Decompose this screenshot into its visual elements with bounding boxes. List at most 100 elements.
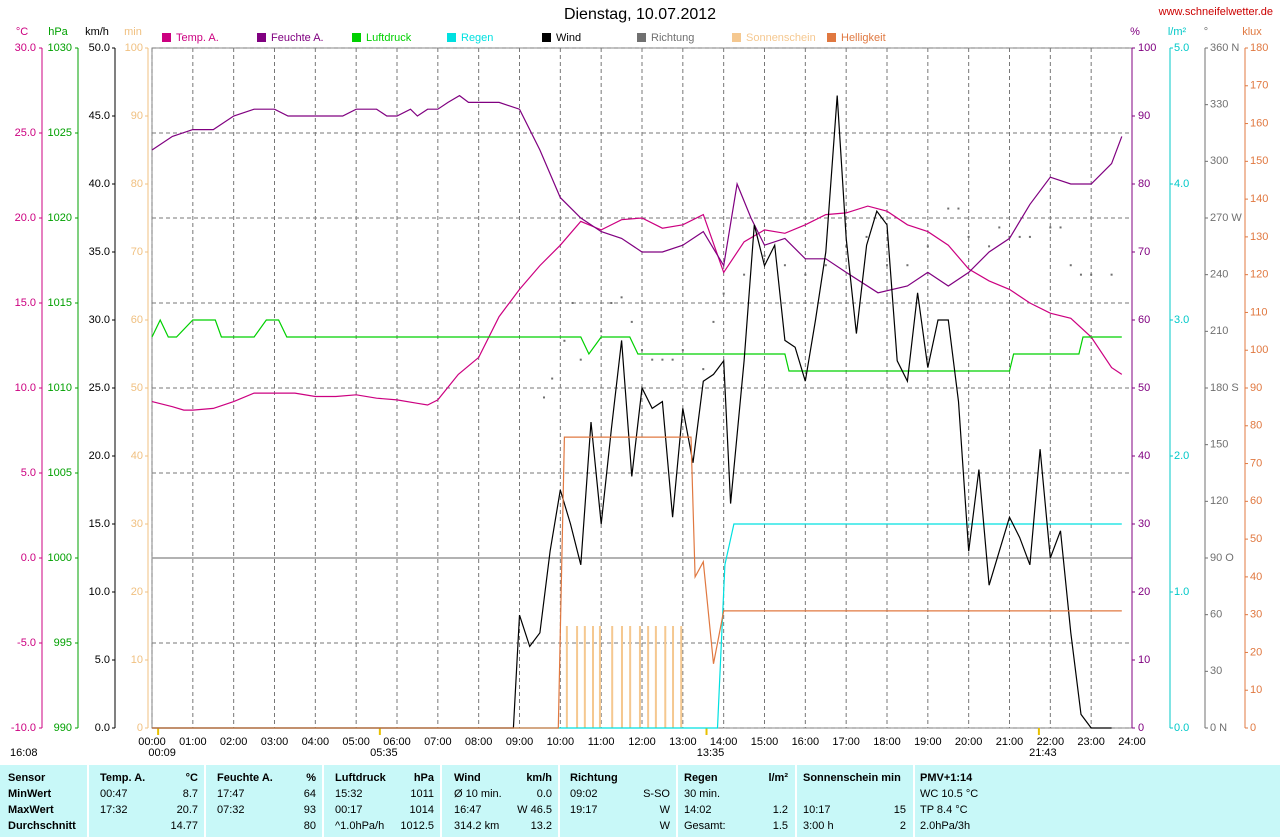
direction-dot xyxy=(1049,226,1052,229)
direction-dot xyxy=(1018,235,1021,238)
table-cell: 00:47 xyxy=(100,788,128,800)
y-tick-label: 360 N xyxy=(1210,42,1239,54)
table-cell: 0.0 xyxy=(537,788,552,800)
y-tick-label: 140 xyxy=(1250,193,1268,205)
y-tick-label: 0 xyxy=(1250,722,1256,734)
y-tick-label: 210 xyxy=(1210,325,1228,337)
y-tick-label: 1020 xyxy=(48,212,72,224)
y-tick-label: 160 xyxy=(1250,117,1268,129)
table-cell: Gesamt: xyxy=(684,820,726,832)
y-tick-label: -10.0 xyxy=(11,722,36,734)
legend-label: Luftdruck xyxy=(366,32,412,44)
y-tick-label: 60 xyxy=(1210,609,1222,621)
legend-label: Wind xyxy=(556,32,581,44)
direction-dot xyxy=(1069,264,1072,267)
y-tick-label: 40 xyxy=(1250,571,1262,583)
table-cell: MinWert xyxy=(8,788,52,800)
y-tick-label: 150 xyxy=(1250,155,1268,167)
table-header: Temp. A. xyxy=(100,772,145,784)
direction-dot xyxy=(1090,273,1093,276)
direction-dot xyxy=(947,207,950,210)
y-tick-label: 1030 xyxy=(48,42,72,54)
table-header: km/h xyxy=(526,772,552,784)
y-tick-label: 300 xyxy=(1210,155,1228,167)
direction-dot xyxy=(783,264,786,267)
y-tick-label: 90 xyxy=(1250,382,1262,394)
table-cell: 07:32 xyxy=(217,804,245,816)
y-axis-unit: % xyxy=(1130,26,1140,38)
x-tick-label: 17:00 xyxy=(832,736,860,748)
sunshine-bar xyxy=(664,626,667,728)
direction-dot xyxy=(1079,273,1082,276)
y-tick-label: 25.0 xyxy=(15,127,36,139)
sunshine-bar xyxy=(611,626,614,728)
x-tick-label: 24:00 xyxy=(1118,736,1146,748)
x-tick-label: 02:00 xyxy=(220,736,248,748)
table-cell: 2 xyxy=(900,820,906,832)
table-header: Luftdruck xyxy=(335,772,387,784)
direction-dot xyxy=(906,264,909,267)
table-cell: 15 xyxy=(894,804,906,816)
x-tick-label: 12:00 xyxy=(628,736,656,748)
x-tick-label: 05:00 xyxy=(342,736,370,748)
y-tick-label: 90 O xyxy=(1210,552,1234,564)
y-tick-label: 80 xyxy=(1138,178,1150,190)
legend-swatch xyxy=(827,33,836,42)
y-tick-label: 120 xyxy=(1210,495,1228,507)
sunshine-bar xyxy=(654,626,657,728)
y-axis-unit: km/h xyxy=(85,26,109,38)
y-tick-label: 270 W xyxy=(1210,212,1242,224)
y-tick-label: 50 xyxy=(1138,382,1150,394)
table-cell: 15:32 xyxy=(335,788,363,800)
table-cell: 1.2 xyxy=(773,804,788,816)
y-tick-label: 40 xyxy=(131,450,143,462)
sunshine-bar xyxy=(598,626,601,728)
y-tick-label: 110 xyxy=(1250,306,1268,318)
y-tick-label: 80 xyxy=(131,178,143,190)
x-tick-label: 08:00 xyxy=(465,736,493,748)
legend-label: Helligkeit xyxy=(841,32,886,44)
x-tick-label: 15:00 xyxy=(751,736,779,748)
direction-dot xyxy=(712,320,715,323)
y-tick-label: 995 xyxy=(54,637,72,649)
legend-swatch xyxy=(732,33,741,42)
x-tick-label: 20:00 xyxy=(955,736,983,748)
y-tick-label: 100 xyxy=(1138,42,1156,54)
table-header: Richtung xyxy=(570,772,618,784)
table-cell: S-SO xyxy=(643,788,670,800)
x-tick-label: 22:00 xyxy=(1037,736,1065,748)
direction-dot xyxy=(1110,273,1113,276)
y-tick-label: 10.0 xyxy=(15,382,36,394)
direction-dot xyxy=(926,245,929,248)
y-tick-label: 240 xyxy=(1210,269,1228,281)
legend-swatch xyxy=(447,33,456,42)
y-tick-label: 10 xyxy=(1250,684,1262,696)
table-header: PMV+1:14 xyxy=(920,772,973,784)
table-cell: 19:17 xyxy=(570,804,598,816)
y-axis-unit: hPa xyxy=(48,26,68,38)
x-tick-label: 14:00 xyxy=(710,736,738,748)
table-cell: 10:17 xyxy=(803,804,831,816)
direction-dot xyxy=(681,349,684,352)
table-cell: MaxWert xyxy=(8,804,54,816)
table-header: Wind xyxy=(454,772,481,784)
x-tick-label: 21:00 xyxy=(996,736,1024,748)
direction-dot xyxy=(865,235,868,238)
x-tick-label: 07:00 xyxy=(424,736,452,748)
x-tick-label: 00:00 xyxy=(138,736,166,748)
sunshine-bar xyxy=(565,626,568,728)
y-tick-label: 20.0 xyxy=(15,212,36,224)
direction-dot xyxy=(571,302,574,304)
y-tick-label: 80 xyxy=(1250,420,1262,432)
direction-dot xyxy=(998,226,1001,229)
sunshine-bar xyxy=(576,626,579,728)
y-axis-unit: klux xyxy=(1242,26,1262,38)
sunshine-bar xyxy=(583,626,586,728)
y-tick-label: 40.0 xyxy=(89,178,110,190)
y-tick-label: 5.0 xyxy=(95,654,110,666)
direction-dot xyxy=(641,349,643,352)
y-tick-label: 30 xyxy=(131,518,143,530)
y-tick-label: 0 N xyxy=(1210,722,1227,734)
table-cell: 93 xyxy=(304,804,316,816)
x-tick-label: 18:00 xyxy=(873,736,901,748)
